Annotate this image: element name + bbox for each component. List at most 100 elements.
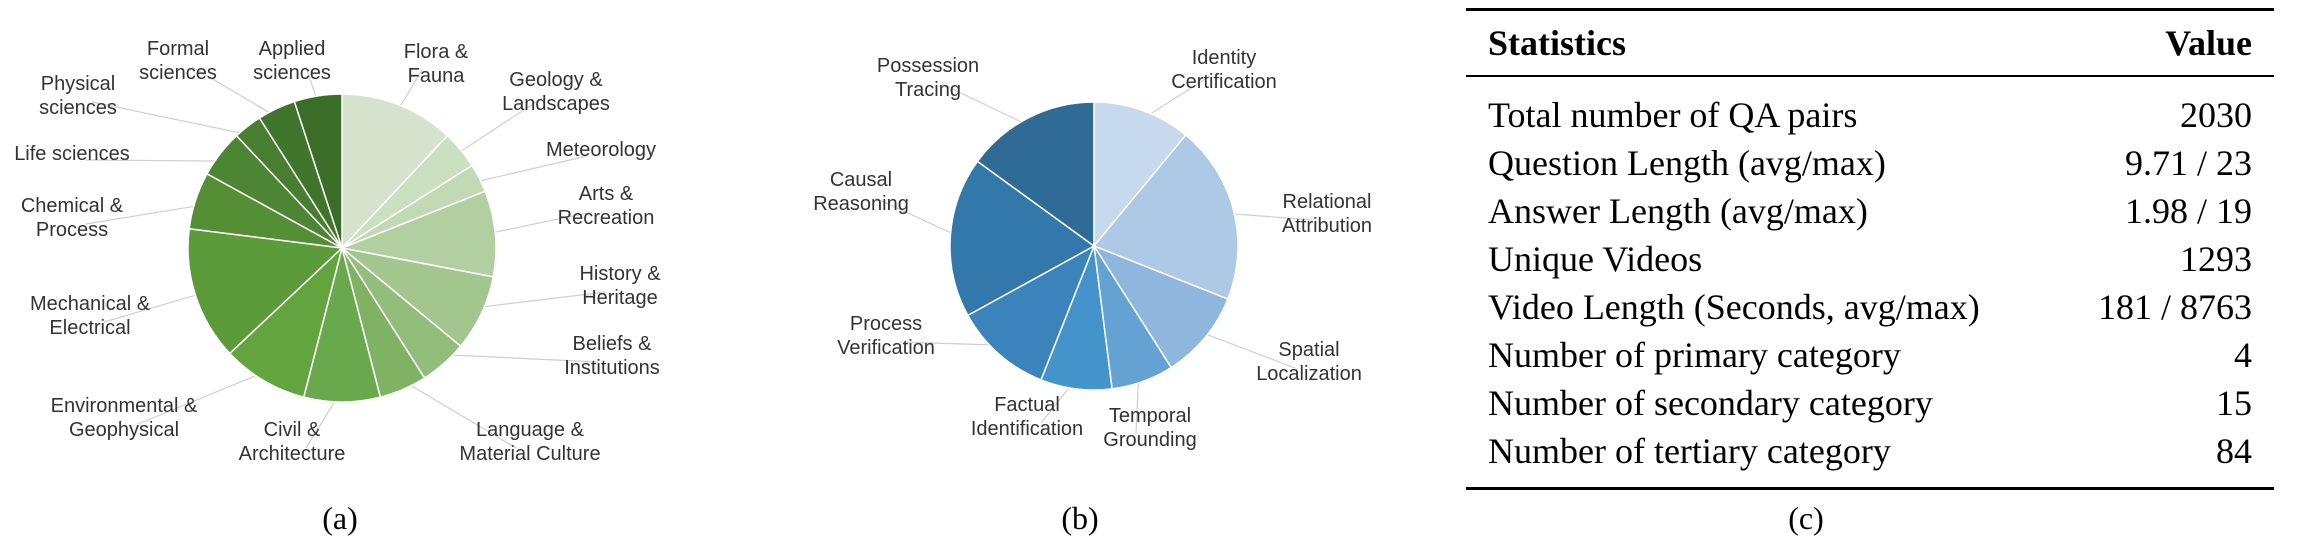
stat-name: Answer Length (avg/max): [1488, 191, 1868, 231]
leader-line: [85, 159, 231, 162]
pie-slice-applied-sciences: [293, 93, 343, 249]
stat-value: 4: [2234, 335, 2252, 375]
slice-label-identity-certification: Identity Certification: [1171, 47, 1277, 93]
leader-line: [874, 197, 963, 239]
table-row: Answer Length (avg/max) 1.98 / 19: [1466, 187, 2274, 235]
statistics-table: Statistics Value Total number of QA pair…: [1466, 8, 2274, 490]
slice-label-line: Spatial: [1278, 339, 1339, 361]
slice-label-line: Physical: [41, 73, 115, 95]
slice-label-line: Certification: [1171, 71, 1277, 93]
slice-label-line: Tracing: [895, 79, 961, 101]
slice-label-beliefs-and-institutions: Beliefs & Institutions: [564, 333, 660, 379]
leader-line: [1195, 329, 1296, 369]
slice-label-civil-and-architecture: Civil & Architecture: [239, 419, 346, 465]
header-statistics: Statistics: [1488, 23, 1626, 63]
slice-label-line: Process: [850, 313, 922, 335]
pie-chart-b: Identity Certification Relational Attributi…: [813, 47, 1372, 451]
slice-label-line: Arts &: [579, 183, 634, 205]
slice-label-line: Reasoning: [813, 193, 909, 215]
slice-label-line: Geology &: [509, 69, 603, 91]
pie-chart-a: Flora & Fauna Geology & Landscapes Meteorolo…: [14, 38, 661, 465]
slice-label-causal-reasoning: Causal Reasoning: [813, 169, 909, 215]
slice-label-line: sciences: [139, 62, 217, 84]
slice-label-language-and-material-culture: Language & Material Culture: [459, 419, 600, 465]
stat-value: 1.98 / 19: [2124, 191, 2252, 231]
slice-label-line: Flora &: [404, 41, 469, 63]
slice-label-life-sciences: Life sciences: [14, 143, 130, 165]
slice-label-line: Identification: [971, 418, 1083, 440]
slice-label-mechanical-and-electrical: Mechanical & Electrical: [30, 293, 151, 339]
table-row: Total number of QA pairs 2030: [1466, 76, 2274, 139]
statistics-table-panel: Statistics Value Total number of QA pair…: [1466, 8, 2274, 490]
pie-slice-mechanical-and-electrical: [187, 227, 344, 355]
slice-label-line: Environmental &: [51, 395, 198, 417]
slice-label-line: Language &: [476, 419, 585, 441]
pie-slice-arts-and-recreation: [339, 190, 497, 278]
slice-label-line: Formal: [147, 38, 209, 60]
leader-line: [103, 291, 208, 323]
slice-label-physical-sciences: Physical sciences: [39, 73, 117, 119]
stat-value: 181 / 8763: [2097, 287, 2252, 327]
slice-label-line: Electrical: [49, 317, 130, 339]
stat-value: 84: [2216, 431, 2252, 471]
slice-label-line: History &: [579, 263, 661, 285]
leader-line: [1222, 212, 1314, 221]
leader-line: [435, 353, 599, 363]
slice-label-line: Localization: [1256, 363, 1362, 385]
pie-slice-flora-and-fauna: [341, 93, 449, 250]
slice-label-applied-sciences: Applied sciences: [253, 38, 331, 84]
slice-label-line: Life sciences: [14, 143, 130, 165]
pie-slice-process-verification: [966, 244, 1096, 381]
leader-line: [482, 211, 593, 236]
slice-label-line: Identity: [1192, 47, 1256, 69]
pie-slice-environmental-and-geophysical: [228, 245, 344, 399]
slice-label-line: Heritage: [582, 287, 658, 309]
stat-name: Unique Videos: [1488, 239, 1703, 279]
table-row: Number of tertiary category 84: [1466, 427, 2274, 489]
leader-line: [397, 377, 517, 449]
slice-label-line: Mechanical &: [30, 293, 151, 315]
slice-label-relational-attribution: Relational Attribution: [1282, 191, 1372, 237]
slice-label-line: Grounding: [1103, 429, 1196, 451]
slice-label-line: Meteorology: [546, 139, 656, 161]
slice-label-line: Fauna: [408, 65, 466, 87]
pie-slice-relational-attribution: [1092, 133, 1239, 300]
slice-label-spatial-localization: Spatial Localization: [1256, 339, 1362, 385]
stat-value: 15: [2216, 383, 2252, 423]
slice-label-line: Possession: [877, 55, 979, 77]
slice-label-line: Recreation: [558, 207, 655, 229]
stat-value: 1293: [2180, 239, 2252, 279]
header-value: Value: [2165, 23, 2252, 63]
stat-name: Number of secondary category: [1488, 383, 1933, 423]
leader-line: [191, 66, 282, 121]
stat-name: Question Length (avg/max): [1488, 143, 1886, 183]
stat-value: 2030: [2180, 95, 2252, 135]
pie-panel-b: Identity Certification Relational Attributi…: [780, 0, 1440, 550]
pie-slice-identity-certification: [1093, 101, 1187, 249]
leader-line: [450, 97, 543, 159]
table-row: Number of secondary category 15: [1466, 379, 2274, 427]
slice-label-environmental-and-geophysical: Environmental & Geophysical: [51, 395, 198, 441]
slice-label-flora-and-fauna: Flora & Fauna: [404, 41, 469, 87]
slice-label-line: Applied: [259, 38, 326, 60]
slice-label-line: Geophysical: [69, 419, 179, 441]
slice-label-temporal-grounding: Temporal Grounding: [1103, 405, 1196, 451]
slice-label-line: Attribution: [1282, 215, 1372, 237]
slice-label-line: Beliefs &: [573, 333, 653, 355]
slice-label-line: Relational: [1283, 191, 1372, 213]
stat-name: Number of tertiary category: [1488, 431, 1891, 471]
pie-slice-spatial-localization: [1092, 244, 1229, 369]
leader-line: [85, 203, 208, 225]
slice-label-geology-and-landscapes: Geology & Landscapes: [502, 69, 610, 115]
leader-line: [470, 291, 607, 309]
slice-label-formal-sciences: Formal sciences: [139, 38, 217, 84]
table-row: Video Length (Seconds, avg/max) 181 / 876…: [1466, 283, 2274, 331]
stat-name: Video Length (Seconds, avg/max): [1488, 287, 1980, 327]
leader-lines: [85, 66, 607, 449]
stat-name: Number of primary category: [1488, 335, 1901, 375]
table-row: Unique Videos 1293: [1466, 235, 2274, 283]
slice-label-line: Process: [36, 219, 108, 241]
caption-b: (b): [1061, 500, 1099, 536]
pie-slice-possession-tracing: [976, 101, 1095, 248]
slice-label-line: Factual: [994, 394, 1060, 416]
